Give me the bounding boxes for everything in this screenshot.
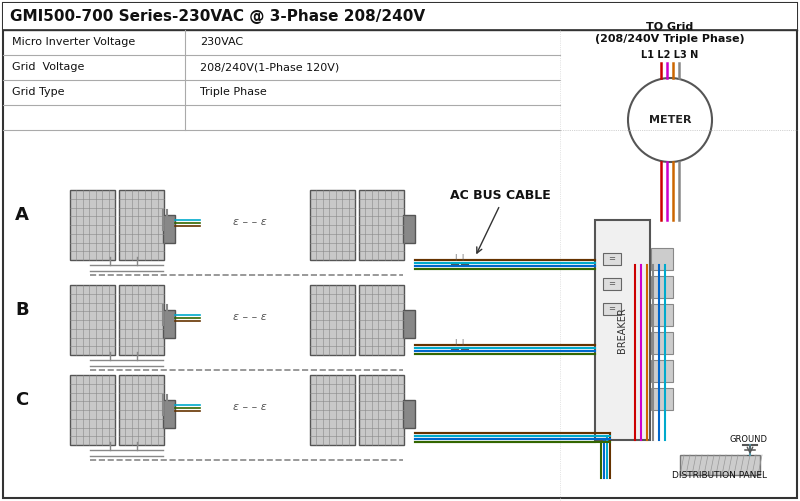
Text: |  |: | |: [455, 339, 465, 346]
Text: A: A: [15, 206, 29, 224]
Bar: [680, 455, 760, 475]
Bar: [310, 285, 355, 355]
Bar: [603, 253, 621, 265]
Text: 230VAC: 230VAC: [200, 37, 243, 47]
Bar: [163, 400, 175, 428]
Bar: [359, 285, 404, 355]
Text: C: C: [15, 391, 29, 409]
Text: Grid  Voltage: Grid Voltage: [12, 62, 84, 72]
Bar: [651, 304, 673, 326]
Text: ε – – ε: ε – – ε: [233, 402, 267, 412]
Bar: [359, 190, 404, 260]
Text: =: =: [609, 255, 615, 264]
Bar: [651, 276, 673, 298]
Bar: [651, 332, 673, 354]
Bar: [310, 190, 355, 260]
Text: DISTRIBUTION PANEL: DISTRIBUTION PANEL: [673, 470, 767, 479]
Text: 208/240V(1-Phase 120V): 208/240V(1-Phase 120V): [200, 62, 339, 72]
Circle shape: [628, 78, 712, 162]
Text: B: B: [15, 301, 29, 319]
Text: Triple Phase: Triple Phase: [200, 87, 266, 97]
Bar: [3, 3, 797, 30]
Bar: [163, 215, 175, 243]
Text: =: =: [609, 305, 615, 314]
Bar: [403, 400, 415, 428]
Bar: [70, 375, 115, 445]
Text: GMI500-700 Series-230VAC @ 3-Phase 208/240V: GMI500-700 Series-230VAC @ 3-Phase 208/2…: [10, 9, 425, 24]
Bar: [163, 310, 175, 338]
Bar: [403, 215, 415, 243]
Bar: [651, 248, 673, 270]
Text: GROUND: GROUND: [730, 435, 768, 444]
Text: TO Grid
(208/240V Triple Phase): TO Grid (208/240V Triple Phase): [595, 22, 745, 44]
Bar: [603, 278, 621, 290]
Bar: [403, 310, 415, 338]
Bar: [651, 388, 673, 410]
Bar: [70, 190, 115, 260]
Text: =: =: [609, 280, 615, 289]
Bar: [651, 360, 673, 382]
Bar: [595, 220, 650, 440]
Text: |  |: | |: [455, 254, 465, 261]
Bar: [119, 375, 164, 445]
Text: ε – – ε: ε – – ε: [233, 312, 267, 322]
Text: AC BUS CABLE: AC BUS CABLE: [450, 188, 550, 201]
Text: L1 L2 L3 N: L1 L2 L3 N: [642, 50, 698, 60]
Text: METER: METER: [649, 115, 691, 125]
Bar: [310, 375, 355, 445]
Bar: [603, 303, 621, 315]
Bar: [70, 285, 115, 355]
Text: ε – – ε: ε – – ε: [233, 217, 267, 227]
Text: Micro Inverter Voltage: Micro Inverter Voltage: [12, 37, 135, 47]
Bar: [359, 375, 404, 445]
Bar: [119, 285, 164, 355]
Text: Grid Type: Grid Type: [12, 87, 65, 97]
Text: BREAKER: BREAKER: [618, 307, 627, 353]
Bar: [119, 190, 164, 260]
